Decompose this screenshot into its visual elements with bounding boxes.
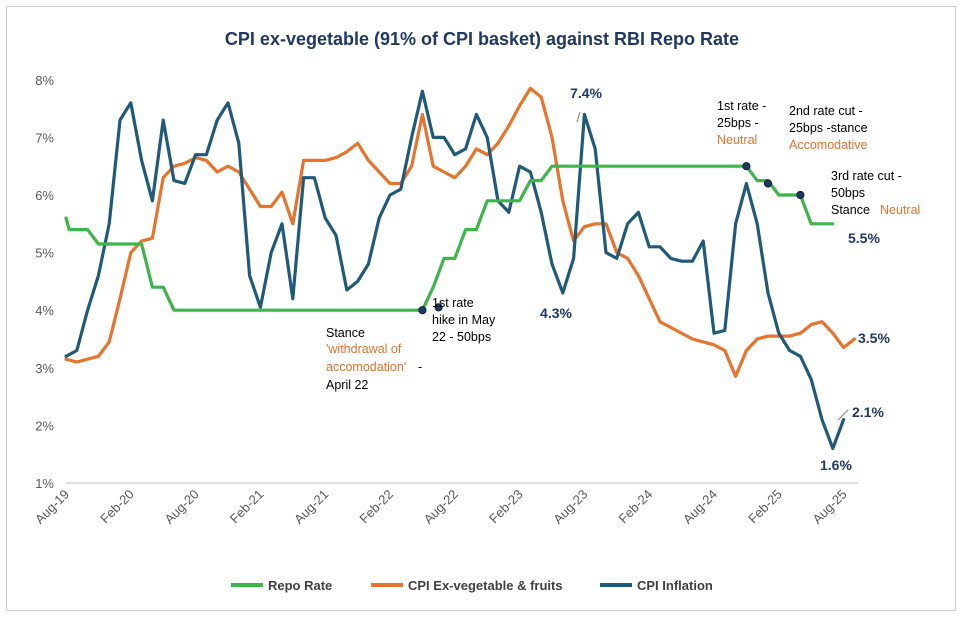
annotation-leaders: [576, 111, 849, 421]
x-axis: Aug-19 Feb-20 Aug-20 Feb-21 Aug-21 Feb-22 Aug-…: [32, 482, 859, 527]
x-tick-feb-24: Feb-24: [616, 487, 656, 527]
label-cpi-ex-end: 3.5%: [858, 330, 890, 346]
note-cut1-line-2: 25bps -: [717, 116, 759, 130]
leader-cpi-end: [837, 409, 849, 421]
x-tick-aug-24: Aug-24: [680, 487, 720, 527]
repo-marker-4: [763, 179, 773, 188]
chart-frame: [6, 6, 956, 611]
note-cut1-line-1: 1st rate -: [717, 99, 766, 113]
note-stance-line-1: Stance: [326, 326, 365, 340]
note-cut3-line-3: Stance: [831, 203, 870, 217]
note-cut2-line-2: 25bps -stance: [789, 121, 868, 135]
repo-marker-5: [796, 190, 805, 200]
y-tick-4: 4%: [35, 303, 54, 318]
legend-label-cpi-ex: CPI Ex-vegetable & fruits: [408, 578, 563, 593]
x-tick-feb-25: Feb-25: [745, 487, 785, 527]
note-hike-line-2: hike in May: [432, 313, 496, 327]
label-cpi-end: 2.1%: [852, 404, 884, 420]
repo-rate-line: [64, 164, 835, 312]
note-cut2-line-1: 2nd rate cut -: [789, 104, 863, 118]
note-stance-dash: -: [418, 360, 422, 374]
note-cut3-line-2: 50bps: [831, 186, 865, 200]
y-axis: 1% 2% 3% 4% 5% 6% 7% 8%: [35, 73, 54, 491]
leader-peak: [576, 111, 581, 123]
y-tick-7: 7%: [35, 130, 54, 145]
x-tick-aug-23: Aug-23: [550, 487, 590, 527]
note-cut1-line-3: Neutral: [717, 133, 757, 147]
label-cpi-min: 1.6%: [820, 457, 852, 473]
y-tick-8: 8%: [35, 73, 54, 88]
chart-title: CPI ex-vegetable (91% of CPI basket) aga…: [225, 29, 739, 49]
x-tick-aug-21: Aug-21: [291, 487, 331, 527]
legend: Repo Rate CPI Ex-vegetable & fruits CPI …: [231, 578, 713, 593]
x-tick-aug-25: Aug-25: [809, 487, 849, 527]
note-stance-line-3: accomodation': [326, 360, 406, 374]
y-tick-3: 3%: [35, 361, 54, 376]
x-tick-feb-20: Feb-20: [97, 487, 137, 527]
x-tick-aug-19: Aug-19: [32, 487, 72, 527]
repo-marker-1: [418, 306, 427, 315]
x-tick-aug-20: Aug-20: [161, 487, 201, 527]
note-third-cut: 3rd rate cut - 50bps Stance Neutral: [831, 169, 920, 217]
note-stance-line-2: 'withdrawal of: [326, 342, 402, 356]
x-tick-feb-23: Feb-23: [486, 487, 526, 527]
repo-marker-2: [434, 303, 443, 312]
legend-label-repo: Repo Rate: [268, 578, 332, 593]
y-tick-6: 6%: [35, 188, 54, 203]
marker-layer: [418, 162, 805, 315]
y-tick-1: 1%: [35, 476, 54, 491]
legend-label-cpi: CPI Inflation: [637, 578, 713, 593]
y-tick-5: 5%: [35, 246, 54, 261]
y-tick-2: 2%: [35, 418, 54, 433]
label-repo-end: 5.5%: [848, 230, 880, 246]
note-cut3-line-4: Neutral: [880, 203, 920, 217]
note-second-cut: 2nd rate cut - 25bps -stance Accomodativ…: [789, 104, 868, 152]
cpi-inflation-line: [64, 89, 846, 450]
note-stance-withdrawal: Stance 'withdrawal of accomodation' - Ap…: [326, 326, 422, 392]
x-tick-feb-22: Feb-22: [356, 487, 396, 527]
note-first-hike: 1st rate hike in May 22 - 50bps: [432, 296, 496, 344]
note-cut2-line-3: Accomodative: [789, 138, 868, 152]
note-cut3-line-1: 3rd rate cut -: [831, 169, 902, 183]
cpi-ex-veg-line: [64, 86, 856, 378]
note-first-cut: 1st rate - 25bps - Neutral: [717, 99, 766, 147]
label-peak: 7.4%: [570, 85, 602, 101]
note-hike-line-3: 22 - 50bps: [432, 330, 491, 344]
repo-marker-3: [742, 162, 751, 171]
x-tick-feb-21: Feb-21: [227, 487, 267, 527]
label-low: 4.3%: [540, 305, 572, 321]
x-tick-aug-22: Aug-22: [421, 487, 461, 527]
note-stance-line-4: April 22: [326, 378, 368, 392]
note-hike-line-1: 1st rate: [432, 296, 474, 310]
